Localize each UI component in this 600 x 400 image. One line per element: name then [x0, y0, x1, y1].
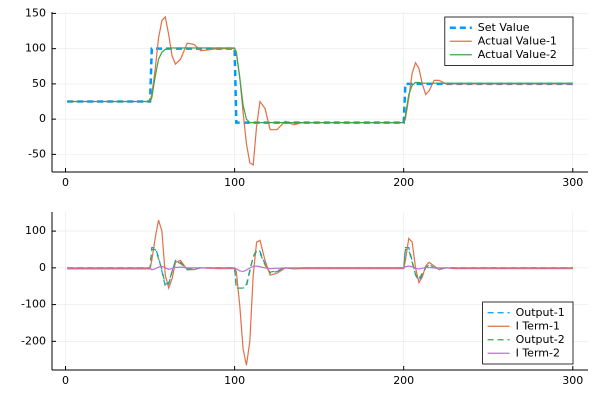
legend-label: Set Value: [478, 21, 530, 34]
series-line: [67, 47, 573, 124]
series-line: [67, 219, 573, 366]
series-line: [67, 265, 573, 273]
y-tick-label: -50: [28, 147, 46, 160]
series-line: [67, 15, 573, 166]
y-tick-label: 50: [32, 77, 46, 90]
x-tick-label: 100: [224, 374, 245, 387]
x-tick-label: 300: [562, 374, 583, 387]
legend-label: Output-2: [516, 333, 565, 346]
x-tick-label: 200: [393, 176, 414, 189]
x-tick-label: 0: [62, 374, 69, 387]
y-tick-label: 100: [25, 42, 46, 55]
x-tick-label: 200: [393, 374, 414, 387]
y-tick-label: 100: [25, 224, 46, 237]
legend-label: Output-1: [516, 306, 565, 319]
legend-label: Actual Value-1: [478, 34, 557, 47]
x-tick-label: 100: [224, 176, 245, 189]
y-tick-label: 0: [39, 112, 46, 125]
legend-label: I Term-1: [516, 319, 560, 332]
y-tick-label: 150: [25, 6, 46, 19]
y-tick-label: -200: [21, 334, 46, 347]
legend-label: Actual Value-2: [478, 48, 557, 61]
legend-label: I Term-2: [516, 346, 560, 359]
series-line: [67, 248, 573, 289]
y-tick-label: -100: [21, 298, 46, 311]
x-tick-label: 300: [562, 176, 583, 189]
y-tick-label: 0: [39, 261, 46, 274]
x-tick-label: 0: [62, 176, 69, 189]
